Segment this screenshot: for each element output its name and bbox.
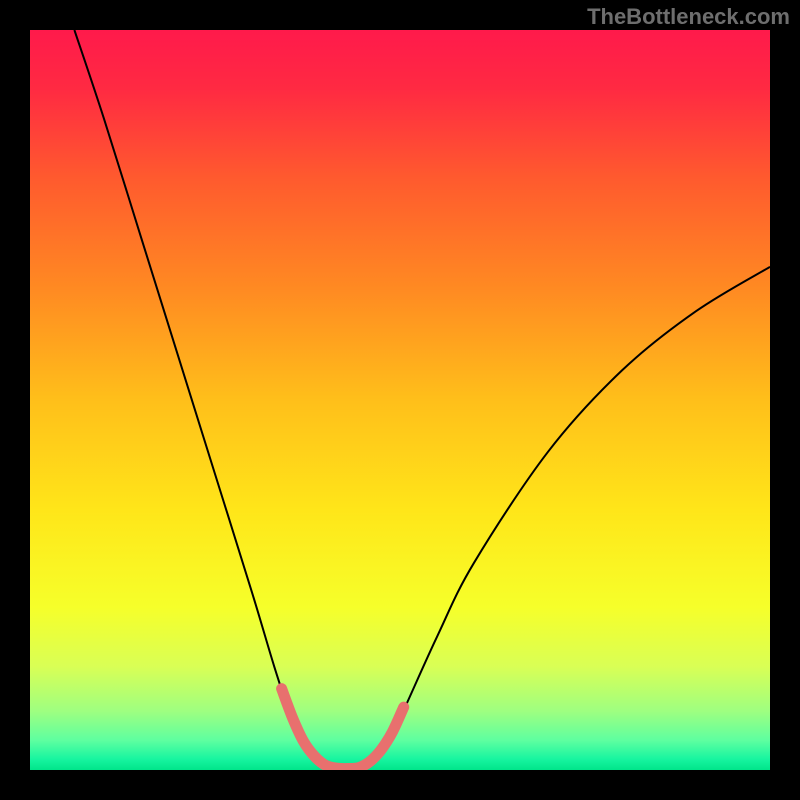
watermark-text: TheBottleneck.com — [587, 4, 790, 30]
bottleneck-chart — [0, 0, 800, 800]
gradient-background — [30, 30, 770, 770]
